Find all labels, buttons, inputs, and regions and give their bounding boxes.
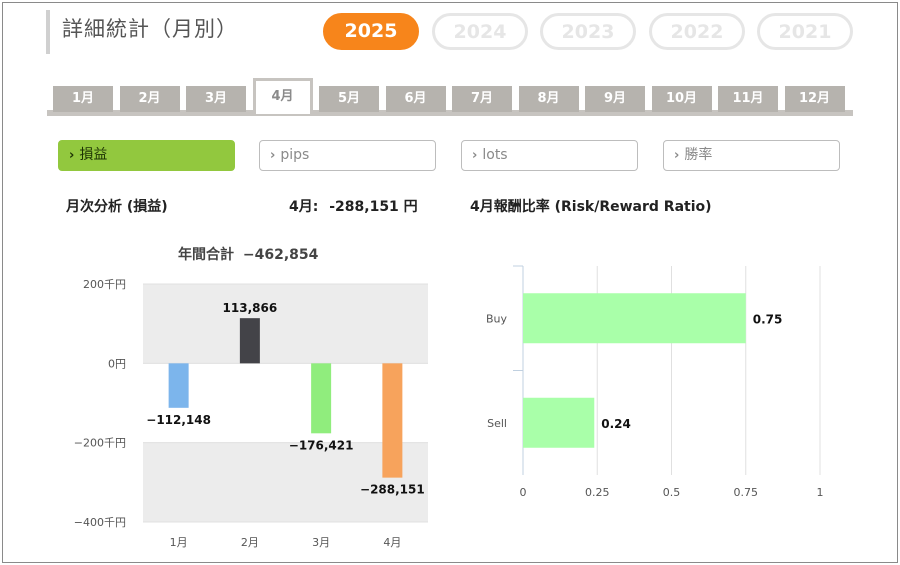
data-label: −112,148 — [146, 413, 211, 427]
tab-month-12[interactable]: 12月 — [784, 86, 845, 112]
chevron-right-icon: › — [69, 148, 75, 163]
y-tick-label: 200千円 — [83, 278, 126, 291]
y-tick-label: −200千円 — [74, 437, 126, 450]
month-tab-baseline — [47, 110, 853, 116]
bar-2月[interactable] — [239, 318, 260, 364]
metric-button-2[interactable]: › lots — [461, 140, 638, 171]
tab-month-10[interactable]: 10月 — [651, 86, 712, 112]
page-title: 詳細統計（月別） — [62, 17, 238, 41]
year-button-2023[interactable]: 2023 — [540, 13, 636, 50]
metric-label: lots — [482, 147, 508, 163]
metric-button-0[interactable]: › 損益 — [58, 140, 235, 171]
tab-month-6[interactable]: 6月 — [385, 86, 446, 112]
data-label: 0.75 — [753, 312, 783, 326]
data-label: −176,421 — [289, 438, 354, 452]
x-tick-label: 4月 — [383, 536, 401, 549]
tab-month-9[interactable]: 9月 — [585, 86, 645, 112]
tab-month-8[interactable]: 8月 — [518, 86, 579, 112]
tab-month-11[interactable]: 11月 — [718, 86, 778, 112]
year-button-2022[interactable]: 2022 — [649, 13, 745, 50]
bar-3月[interactable] — [311, 363, 332, 434]
x-tick-label: 2月 — [241, 536, 259, 549]
x-tick-label: 1月 — [170, 536, 188, 549]
tab-month-4[interactable]: 4月 — [252, 78, 313, 114]
month-summary-label: 4月: — [289, 199, 319, 215]
data-label: 0.24 — [601, 417, 631, 431]
y-tick-label: 0円 — [108, 357, 126, 370]
metric-button-3[interactable]: › 勝率 — [663, 140, 840, 171]
bar-sell[interactable] — [523, 397, 595, 448]
data-label: −288,151 — [360, 483, 425, 497]
tab-month-5[interactable]: 5月 — [319, 86, 379, 112]
month-summary-value: -288,151 円 — [329, 199, 418, 215]
metric-label: 損益 — [79, 147, 108, 163]
chevron-right-icon: › — [674, 148, 680, 163]
annual-total-label: 年間合計 — [178, 247, 234, 263]
x-tick-label: 0.25 — [585, 486, 610, 499]
annual-total-value: −462,854 — [242, 247, 319, 263]
page-title-block: 詳細統計（月別） — [46, 10, 238, 54]
monthly-analysis-heading: 月次分析 (損益) — [66, 199, 168, 215]
x-tick-label: 1 — [817, 486, 824, 499]
tab-month-1[interactable]: 1月 — [53, 86, 113, 112]
bar-4月[interactable] — [382, 363, 403, 478]
metric-button-1[interactable]: › pips — [259, 140, 436, 171]
ratio-heading: 4月報酬比率 (Risk/Reward Ratio) — [470, 199, 712, 215]
plot-band-upper — [143, 284, 428, 364]
year-button-2025[interactable]: 2025 — [323, 13, 419, 50]
x-tick-label: 3月 — [312, 536, 330, 549]
year-button-2024[interactable]: 2024 — [432, 13, 528, 50]
plot-band-lower — [143, 442, 428, 522]
category-label: Buy — [486, 312, 508, 325]
tab-month-3[interactable]: 3月 — [186, 86, 246, 112]
chevron-right-icon: › — [270, 148, 276, 163]
bar-buy[interactable] — [523, 293, 746, 344]
tab-month-2[interactable]: 2月 — [119, 86, 180, 112]
month-summary: 4月: -288,151 円 — [289, 196, 418, 216]
year-button-2021[interactable]: 2021 — [757, 13, 853, 50]
bar-1月[interactable] — [168, 363, 189, 408]
category-label: Sell — [487, 417, 507, 430]
x-tick-label: 0.5 — [663, 486, 681, 499]
chevron-right-icon: › — [472, 148, 478, 163]
annual-total: 年間合計 −462,854 — [178, 244, 318, 264]
x-tick-label: 0.75 — [734, 486, 759, 499]
data-label: 113,866 — [223, 301, 278, 315]
metric-label: 勝率 — [684, 147, 713, 163]
metric-label: pips — [280, 147, 310, 163]
x-tick-label: 0 — [520, 486, 527, 499]
y-tick-label: −400千円 — [74, 516, 126, 529]
tab-month-7[interactable]: 7月 — [452, 86, 512, 112]
